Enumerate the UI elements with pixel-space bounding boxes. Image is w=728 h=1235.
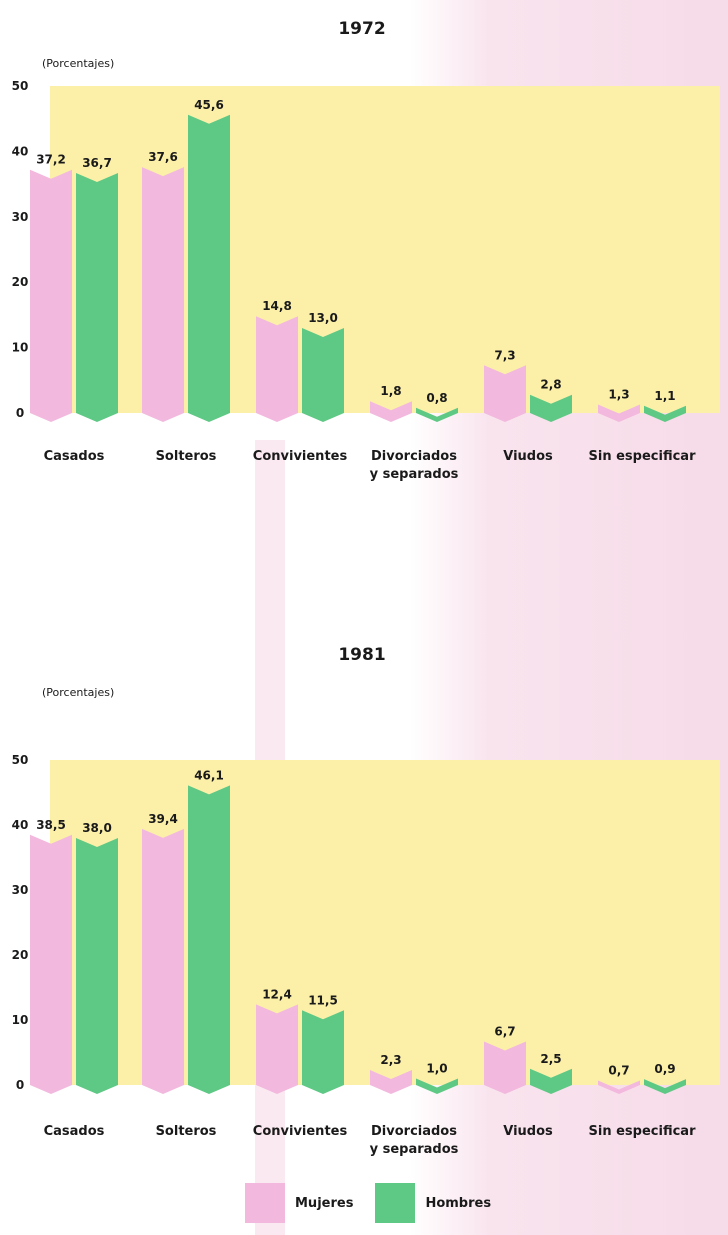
category-label-casados: Casados <box>44 449 105 464</box>
data-label-mujeres-sin-especificar: 1,3 <box>608 387 629 401</box>
data-label-mujeres-casados: 37,2 <box>36 153 66 167</box>
legend-item-mujeres: Mujeres <box>245 1183 353 1223</box>
chart-title: 1972 <box>338 19 385 39</box>
data-label-hombres-solteros: 45,6 <box>194 98 224 112</box>
bar-mujeres-sin-especificar <box>598 1080 640 1094</box>
legend-label-hombres: Hombres <box>425 1195 492 1211</box>
data-label-mujeres-solteros: 39,4 <box>148 812 178 826</box>
bar-mujeres-solteros <box>142 828 184 1094</box>
category-label-solteros: Solteros <box>156 1124 217 1139</box>
bar-hombres-convivientes <box>302 1010 344 1094</box>
data-label-hombres-divorciados-y-separados: 0,8 <box>426 391 447 405</box>
y-tick-label: 50 <box>12 79 29 93</box>
y-axis-label: (Porcentajes) <box>42 57 114 70</box>
bar-hombres-viudos <box>530 1068 572 1094</box>
category-label-convivientes: Convivientes <box>253 1124 348 1139</box>
data-label-mujeres-casados: 38,5 <box>36 818 66 832</box>
y-tick-label: 30 <box>12 883 29 897</box>
category-label-divorciados-y-separados: Divorciados y separados <box>370 449 459 482</box>
bar-mujeres-casados <box>30 834 72 1094</box>
legend-swatch-mujeres <box>245 1183 285 1223</box>
data-label-mujeres-convivientes: 14,8 <box>262 299 292 313</box>
category-label-viudos: Viudos <box>503 1124 553 1139</box>
category-label-sin-especificar: Sin especificar <box>589 1124 697 1139</box>
y-tick-label: 30 <box>12 210 29 224</box>
data-label-hombres-divorciados-y-separados: 1,0 <box>426 1062 447 1076</box>
category-label-divorciados-y-separados: Divorciados y separados <box>370 1124 459 1157</box>
bar-hombres-solteros <box>188 785 230 1094</box>
data-label-mujeres-viudos: 6,7 <box>494 1024 515 1038</box>
bar-hombres-casados <box>76 838 118 1094</box>
y-tick-label: 10 <box>12 1013 29 1027</box>
category-label-casados: Casados <box>44 1124 105 1139</box>
data-label-hombres-viudos: 2,8 <box>540 378 561 392</box>
data-label-mujeres-viudos: 7,3 <box>494 348 515 362</box>
legend-item-hombres: Hombres <box>375 1183 491 1223</box>
bar-mujeres-divorciados-y-separados <box>370 1070 412 1094</box>
chart-1981: 1981 (Porcentajes) 0 10 20 30 40 50 38,5 38,0 Casa… <box>12 645 720 1157</box>
data-label-mujeres-divorciados-y-separados: 2,3 <box>380 1053 401 1067</box>
category-label-viudos: Viudos <box>503 449 553 464</box>
bar-hombres-solteros <box>188 114 230 422</box>
bar-hombres-convivientes <box>302 327 344 422</box>
y-tick-label: 20 <box>12 275 29 289</box>
y-tick-label: 10 <box>12 341 29 355</box>
category-label-convivientes: Convivientes <box>253 449 348 464</box>
data-label-hombres-sin-especificar: 1,1 <box>654 389 675 403</box>
data-label-hombres-sin-especificar: 0,9 <box>654 1062 675 1076</box>
bar-hombres-divorciados-y-separados <box>416 407 458 422</box>
category-label-solteros: Solteros <box>156 449 217 464</box>
y-tick-label: 20 <box>12 948 29 962</box>
bar-hombres-casados <box>76 172 118 422</box>
bar-mujeres-viudos <box>484 365 526 422</box>
y-axis-label: (Porcentajes) <box>42 686 114 699</box>
bar-mujeres-convivientes <box>256 316 298 422</box>
y-tick-label: 40 <box>12 144 29 158</box>
bar-hombres-divorciados-y-separados <box>416 1078 458 1094</box>
data-label-mujeres-sin-especificar: 0,7 <box>608 1063 629 1077</box>
legend-swatch-hombres <box>375 1183 416 1223</box>
bar-hombres-viudos <box>530 394 572 422</box>
chart-title: 1981 <box>338 645 385 665</box>
data-label-hombres-convivientes: 13,0 <box>308 311 338 325</box>
data-label-hombres-convivientes: 11,5 <box>308 993 338 1007</box>
y-tick-label: 0 <box>16 406 24 420</box>
data-label-mujeres-solteros: 37,6 <box>148 150 178 164</box>
legend-label-mujeres: Mujeres <box>295 1195 354 1211</box>
data-label-hombres-casados: 38,0 <box>82 821 112 835</box>
legend: Mujeres Hombres <box>245 1178 605 1228</box>
chart-1972: 1972 (Porcentajes) 0 10 20 30 40 50 37,2 36,7 Casa… <box>12 19 720 482</box>
bar-mujeres-solteros <box>142 167 184 422</box>
bar-mujeres-convivientes <box>256 1004 298 1094</box>
data-label-hombres-viudos: 2,5 <box>540 1052 561 1066</box>
bar-mujeres-casados <box>30 169 72 422</box>
y-tick-label: 0 <box>16 1078 24 1092</box>
data-label-mujeres-convivientes: 12,4 <box>262 987 292 1001</box>
y-tick-label: 50 <box>12 753 29 767</box>
data-label-hombres-solteros: 46,1 <box>194 768 224 782</box>
bar-hombres-sin-especificar <box>644 1079 686 1094</box>
bar-mujeres-viudos <box>484 1041 526 1094</box>
y-tick-label: 40 <box>12 818 29 832</box>
bar-mujeres-divorciados-y-separados <box>370 401 412 422</box>
data-label-mujeres-divorciados-y-separados: 1,8 <box>380 384 401 398</box>
category-label-sin-especificar: Sin especificar <box>589 449 697 464</box>
data-label-hombres-casados: 36,7 <box>82 156 112 170</box>
bar-hombres-sin-especificar <box>644 405 686 422</box>
bar-mujeres-sin-especificar <box>598 404 640 422</box>
